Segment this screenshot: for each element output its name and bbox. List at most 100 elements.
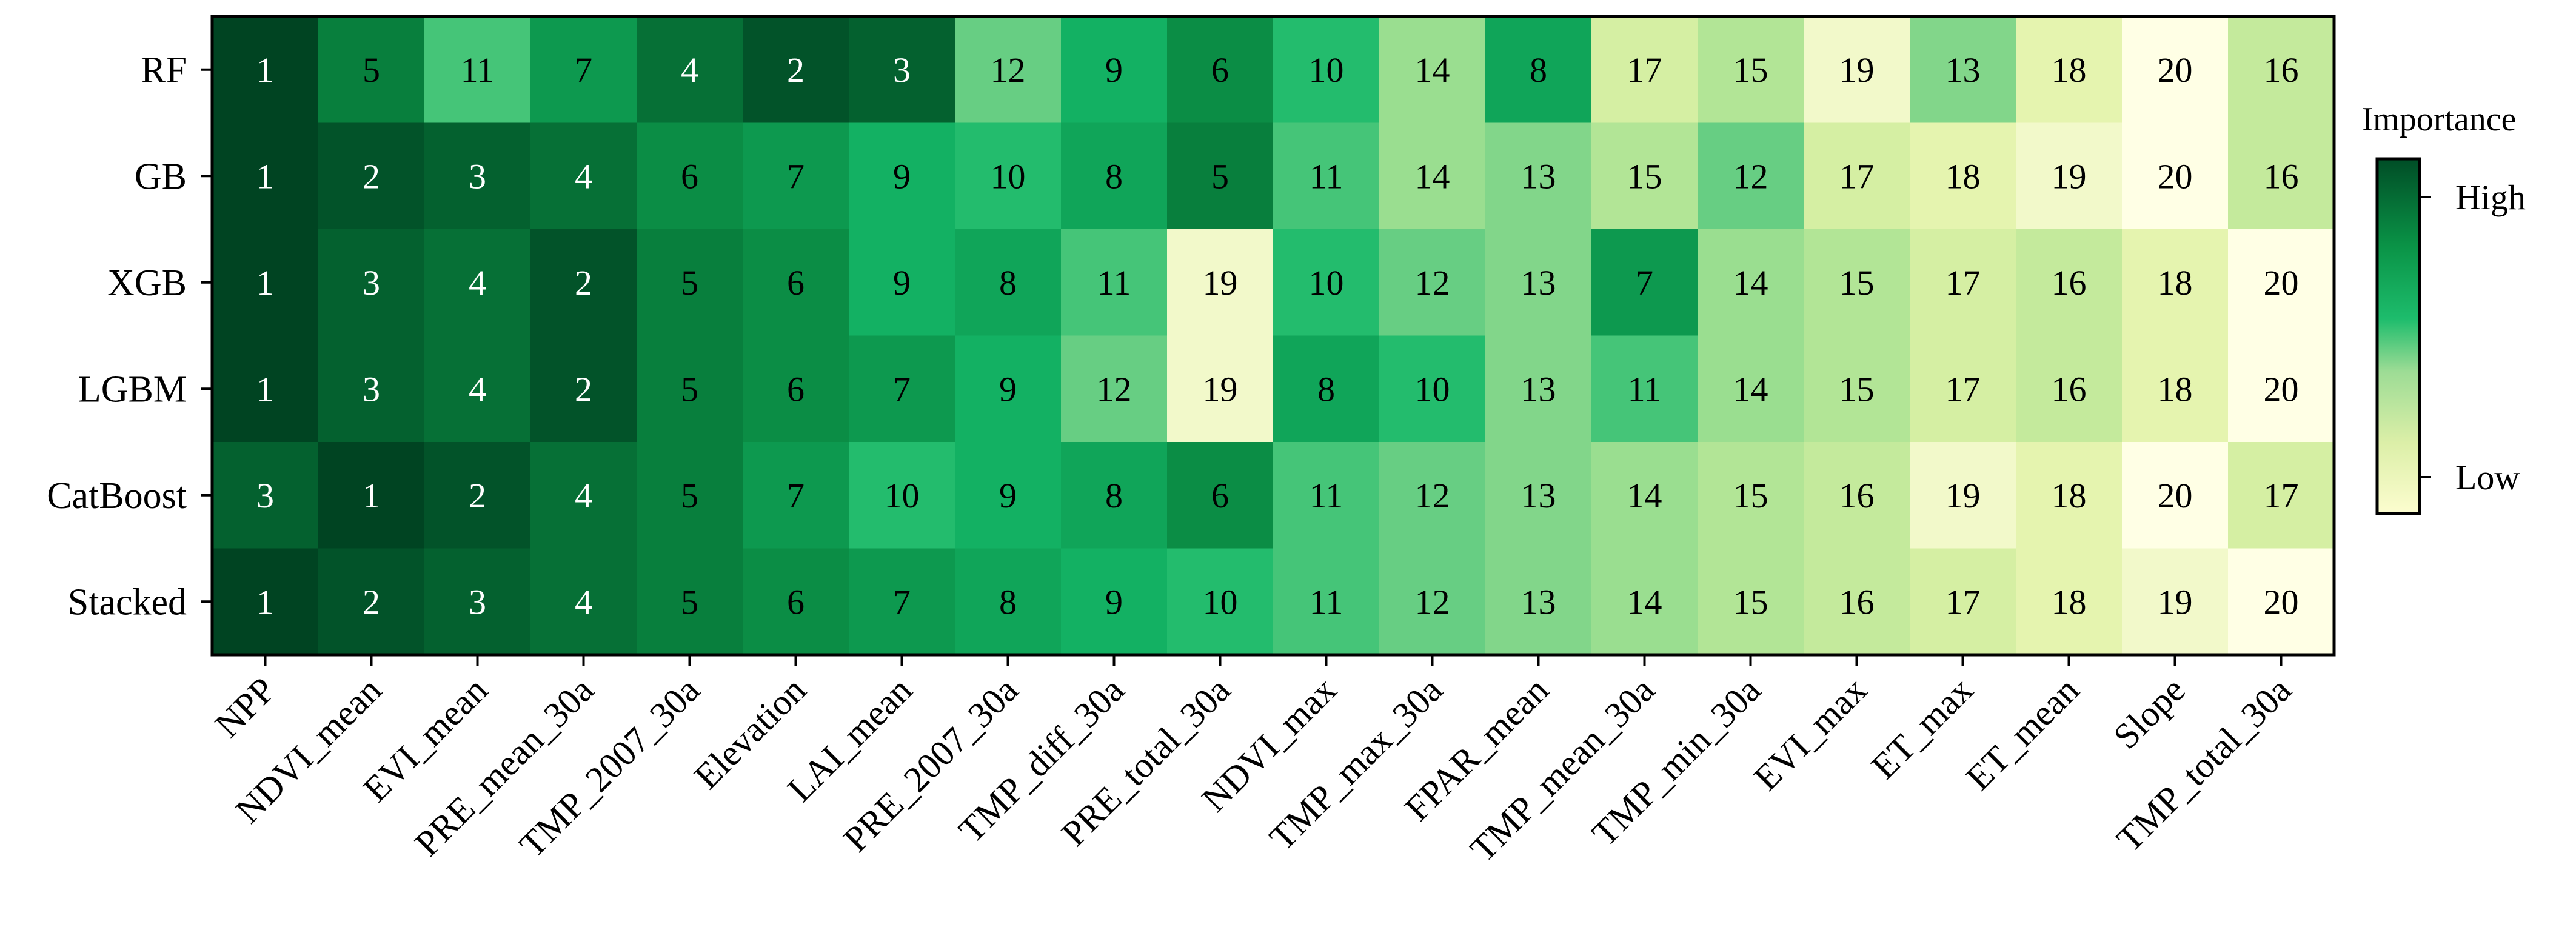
- cell-value-label: 5: [681, 263, 698, 303]
- heatmap-cell: [849, 16, 955, 124]
- cell-value-label: 13: [1521, 476, 1556, 515]
- cell-value-label: 15: [1733, 582, 1768, 621]
- cell-value-label: 14: [1415, 50, 1450, 90]
- heatmap-cell: [2016, 229, 2123, 336]
- heatmap-cell: [1698, 229, 1804, 336]
- cell-value-label: 3: [363, 263, 380, 303]
- cell-value-label: 5: [1211, 156, 1229, 196]
- heatmap-cell: [1379, 229, 1486, 336]
- cell-value-label: 16: [2264, 156, 2299, 196]
- cell-value-label: 3: [363, 369, 380, 409]
- cell-value-label: 20: [2158, 50, 2193, 90]
- cell-value-label: 5: [681, 476, 698, 515]
- cell-value-label: 6: [1211, 50, 1229, 90]
- cell-value-label: 17: [1945, 263, 1981, 303]
- colorbar-gradient: [2375, 157, 2421, 515]
- heatmap-cell: [1591, 442, 1698, 549]
- heatmap-cell: [1910, 548, 2016, 655]
- cell-value-label: 13: [1945, 50, 1981, 90]
- cell-value-label: 7: [787, 476, 805, 515]
- heatmap-cell: [1698, 335, 1804, 443]
- heatmap-cell: [1273, 548, 1380, 655]
- cell-value-label: 17: [1945, 369, 1981, 409]
- cell-value-label: 1: [256, 263, 274, 303]
- cell-value-label: 6: [787, 369, 805, 409]
- cell-value-label: 15: [1839, 369, 1875, 409]
- heatmap-cell: [849, 229, 955, 336]
- cell-value-label: 8: [999, 582, 1017, 621]
- heatmap-cell: [1804, 548, 1910, 655]
- heatmap-cell: [1591, 122, 1698, 230]
- heatmap-cell: [1167, 548, 1274, 655]
- cell-value-label: 18: [2158, 263, 2193, 303]
- cell-value-label: 6: [1211, 476, 1229, 515]
- cell-value-label: 20: [2158, 156, 2193, 196]
- heatmap-cell: [1485, 442, 1592, 549]
- cell-value-label: 13: [1521, 369, 1556, 409]
- y-tick-label: RF: [141, 50, 187, 91]
- heatmap-cell: [318, 122, 425, 230]
- cell-value-label: 20: [2264, 369, 2299, 409]
- heatmap-cell: [1698, 122, 1804, 230]
- heatmap-cell: [1485, 229, 1592, 336]
- heatmap-cell: [1485, 548, 1592, 655]
- cell-value-label: 11: [1628, 369, 1662, 409]
- heatmap-cell: [1698, 16, 1804, 124]
- cell-value-label: 3: [893, 50, 911, 90]
- cell-value-label: 13: [1521, 156, 1556, 196]
- heatmap-cell: [424, 335, 531, 443]
- heatmap-cell: [2122, 442, 2229, 549]
- heatmap-cell: [1273, 335, 1380, 443]
- heatmap-cell: [1485, 16, 1592, 124]
- colorbar-label-low: Low: [2455, 458, 2520, 497]
- cell-value-label: 15: [1733, 50, 1768, 90]
- heatmap-cell: [743, 229, 849, 336]
- cell-value-label: 4: [575, 156, 592, 196]
- heatmap-cell: [1698, 548, 1804, 655]
- heatmap-cell: [1273, 122, 1380, 230]
- heatmap-cell: [1167, 335, 1274, 443]
- cell-value-label: 20: [2264, 582, 2299, 621]
- heatmap-cell: [637, 122, 743, 230]
- heatmap-cell: [212, 548, 319, 655]
- cell-value-label: 9: [999, 369, 1017, 409]
- heatmap-cell: [212, 442, 319, 549]
- heatmap-cell: [318, 16, 425, 124]
- colorbar-title: Importance: [2362, 101, 2517, 138]
- cell-value-label: 13: [1521, 263, 1556, 303]
- heatmap-cell: [743, 16, 849, 124]
- cell-value-label: 4: [575, 582, 592, 621]
- cell-value-label: 13: [1521, 582, 1556, 621]
- cell-value-label: 5: [681, 369, 698, 409]
- heatmap-cell: [637, 335, 743, 443]
- heatmap-cell: [212, 335, 319, 443]
- cell-value-label: 10: [991, 156, 1026, 196]
- cell-value-label: 6: [681, 156, 698, 196]
- cell-value-label: 11: [1310, 582, 1343, 621]
- cell-value-label: 6: [787, 582, 805, 621]
- cell-value-label: 18: [2052, 50, 2087, 90]
- heatmap-cell: [1379, 122, 1486, 230]
- cell-value-label: 4: [469, 263, 486, 303]
- heatmap-cell: [1379, 335, 1486, 443]
- colorbar: Importance High Low: [2362, 101, 2526, 515]
- cell-value-label: 12: [1097, 369, 1132, 409]
- cell-value-label: 19: [1203, 369, 1238, 409]
- cell-value-label: 5: [681, 582, 698, 621]
- cell-value-label: 20: [2158, 476, 2193, 515]
- cell-value-label: 11: [461, 50, 495, 90]
- cell-value-label: 3: [256, 476, 274, 515]
- heatmap-cell: [1167, 16, 1274, 124]
- heatmap-cell: [1379, 16, 1486, 124]
- cell-value-label: 10: [1309, 50, 1344, 90]
- cell-value-label: 9: [893, 263, 911, 303]
- heatmap-cell: [1591, 229, 1698, 336]
- cell-value-label: 15: [1733, 476, 1768, 515]
- cell-value-label: 10: [1203, 582, 1238, 621]
- cell-value-label: 9: [1105, 50, 1123, 90]
- heatmap-cell: [530, 16, 637, 124]
- heatmap-cell: [2016, 335, 2123, 443]
- cell-value-label: 17: [1839, 156, 1875, 196]
- heatmap-cell: [1379, 442, 1486, 549]
- heatmap-cell: [1804, 229, 1910, 336]
